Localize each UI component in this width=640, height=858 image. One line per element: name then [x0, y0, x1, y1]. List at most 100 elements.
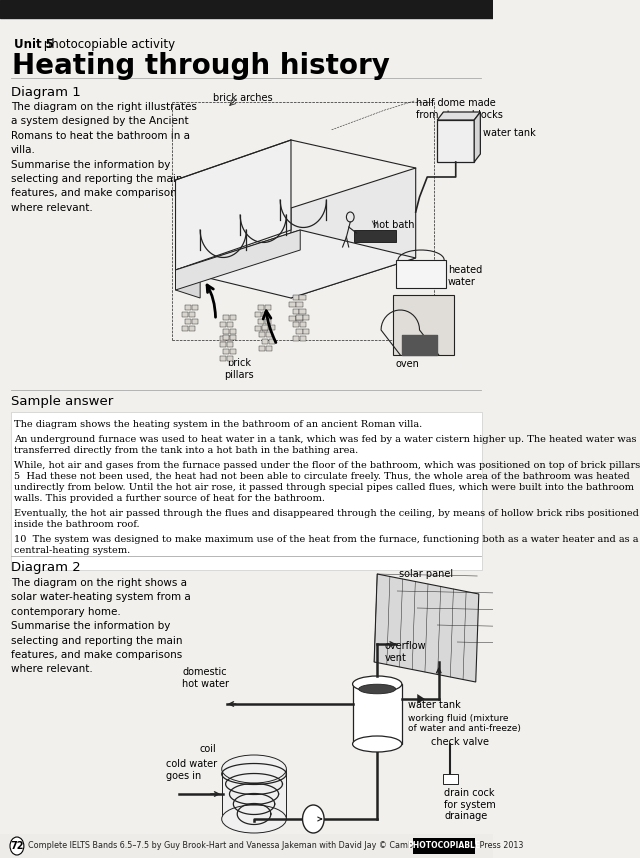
- Bar: [265, 305, 271, 310]
- Text: PHOTOCOPIABLE: PHOTOCOPIABLE: [408, 842, 481, 850]
- Text: Eventually, the hot air passed through the flues and disappeared through the cei: Eventually, the hot air passed through t…: [14, 509, 639, 518]
- Ellipse shape: [353, 736, 402, 752]
- Ellipse shape: [353, 676, 402, 692]
- FancyBboxPatch shape: [11, 412, 482, 570]
- Bar: [220, 322, 227, 327]
- Bar: [292, 309, 299, 314]
- Bar: [259, 332, 265, 337]
- Bar: [300, 309, 306, 314]
- Text: photocopiable activity: photocopiable activity: [40, 38, 175, 51]
- Bar: [292, 295, 299, 300]
- Bar: [223, 315, 229, 320]
- Text: transferred directly from the tank into a hot bath in the bathing area.: transferred directly from the tank into …: [14, 446, 358, 455]
- Text: Diagram 2: Diagram 2: [11, 561, 81, 574]
- Text: pump: pump: [299, 836, 328, 846]
- Bar: [300, 322, 307, 327]
- Text: central-heating system.: central-heating system.: [14, 546, 130, 555]
- Bar: [223, 349, 229, 354]
- Bar: [296, 329, 303, 334]
- Text: brick
pillars: brick pillars: [224, 358, 253, 379]
- Text: solar panel: solar panel: [399, 569, 454, 579]
- Bar: [293, 322, 300, 327]
- Bar: [185, 305, 191, 310]
- Bar: [230, 329, 236, 334]
- Text: 5  Had these not been used, the heat had not been able to circulate freely. Thus: 5 Had these not been used, the heat had …: [14, 472, 630, 481]
- Bar: [262, 326, 268, 331]
- Polygon shape: [474, 112, 481, 162]
- Text: Sample answer: Sample answer: [11, 395, 113, 408]
- Text: working fluid (mixture
of water and anti-freeze): working fluid (mixture of water and anti…: [408, 714, 521, 734]
- Bar: [265, 319, 271, 324]
- Polygon shape: [175, 270, 200, 298]
- FancyBboxPatch shape: [396, 260, 447, 288]
- Bar: [223, 335, 229, 340]
- Bar: [221, 769, 286, 819]
- Bar: [185, 319, 191, 324]
- Polygon shape: [374, 574, 479, 682]
- Bar: [300, 295, 306, 300]
- Bar: [266, 332, 272, 337]
- Text: overflow
vent: overflow vent: [385, 641, 426, 662]
- Bar: [192, 305, 198, 310]
- Bar: [303, 315, 310, 320]
- Ellipse shape: [359, 684, 396, 694]
- Text: Heating through history: Heating through history: [12, 52, 390, 80]
- Text: undirectly from below. Until the hot air rose, it passed through special pipes c: undirectly from below. Until the hot air…: [14, 483, 634, 492]
- Bar: [353, 684, 402, 744]
- Text: An underground furnace was used to heat water in a tank, which was fed by a wate: An underground furnace was used to heat …: [14, 435, 636, 444]
- Bar: [230, 315, 236, 320]
- Bar: [258, 319, 264, 324]
- Bar: [189, 312, 195, 317]
- Polygon shape: [175, 230, 416, 298]
- Text: inside the bathroom roof.: inside the bathroom roof.: [14, 520, 140, 529]
- Polygon shape: [291, 168, 416, 298]
- Bar: [296, 302, 303, 307]
- Text: cold water
goes in: cold water goes in: [166, 759, 216, 781]
- Text: 72: 72: [10, 841, 24, 851]
- Bar: [230, 349, 236, 354]
- Bar: [230, 335, 236, 340]
- Text: While, hot air and gases from the furnace passed under the floor of the bathroom: While, hot air and gases from the furnac…: [14, 461, 640, 470]
- Bar: [182, 312, 188, 317]
- Bar: [269, 325, 275, 330]
- Text: check valve: check valve: [431, 737, 489, 747]
- Text: walls. This provided a further source of heat for the bathroom.: walls. This provided a further source of…: [14, 494, 325, 503]
- Bar: [443, 774, 458, 784]
- Bar: [296, 316, 303, 321]
- Bar: [189, 326, 195, 331]
- Text: brick arches: brick arches: [212, 93, 272, 103]
- Bar: [227, 336, 233, 341]
- Bar: [227, 356, 233, 361]
- Polygon shape: [417, 694, 425, 704]
- Text: Unit 5: Unit 5: [14, 38, 54, 51]
- Bar: [223, 329, 229, 334]
- Bar: [262, 325, 268, 330]
- Text: The diagram on the right shows a
solar water-heating system from a
contemporary : The diagram on the right shows a solar w…: [11, 578, 191, 674]
- Circle shape: [10, 837, 24, 855]
- Bar: [0, 0, 493, 18]
- Text: The diagram on the right illustrates
a system designed by the Ancient
Romans to : The diagram on the right illustrates a s…: [11, 102, 196, 213]
- Bar: [220, 356, 227, 361]
- Bar: [262, 339, 268, 344]
- Bar: [258, 305, 264, 310]
- Bar: [227, 342, 233, 347]
- Bar: [0, 834, 493, 858]
- Text: hot bath: hot bath: [372, 220, 414, 230]
- Text: water tank: water tank: [483, 128, 536, 138]
- Bar: [259, 346, 265, 351]
- Text: half dome made
from stone blocks: half dome made from stone blocks: [416, 98, 502, 119]
- Text: water tank: water tank: [408, 700, 461, 710]
- Bar: [303, 329, 310, 334]
- Bar: [413, 838, 475, 854]
- Bar: [220, 336, 227, 341]
- Bar: [289, 316, 296, 321]
- Polygon shape: [392, 295, 454, 355]
- Text: The diagram shows the heating system in the bathroom of an ancient Roman villa.: The diagram shows the heating system in …: [14, 420, 422, 429]
- Bar: [227, 322, 233, 327]
- Bar: [192, 319, 198, 324]
- Bar: [437, 120, 474, 162]
- Bar: [289, 302, 296, 307]
- Bar: [269, 339, 275, 344]
- Bar: [182, 326, 188, 331]
- Polygon shape: [437, 112, 481, 120]
